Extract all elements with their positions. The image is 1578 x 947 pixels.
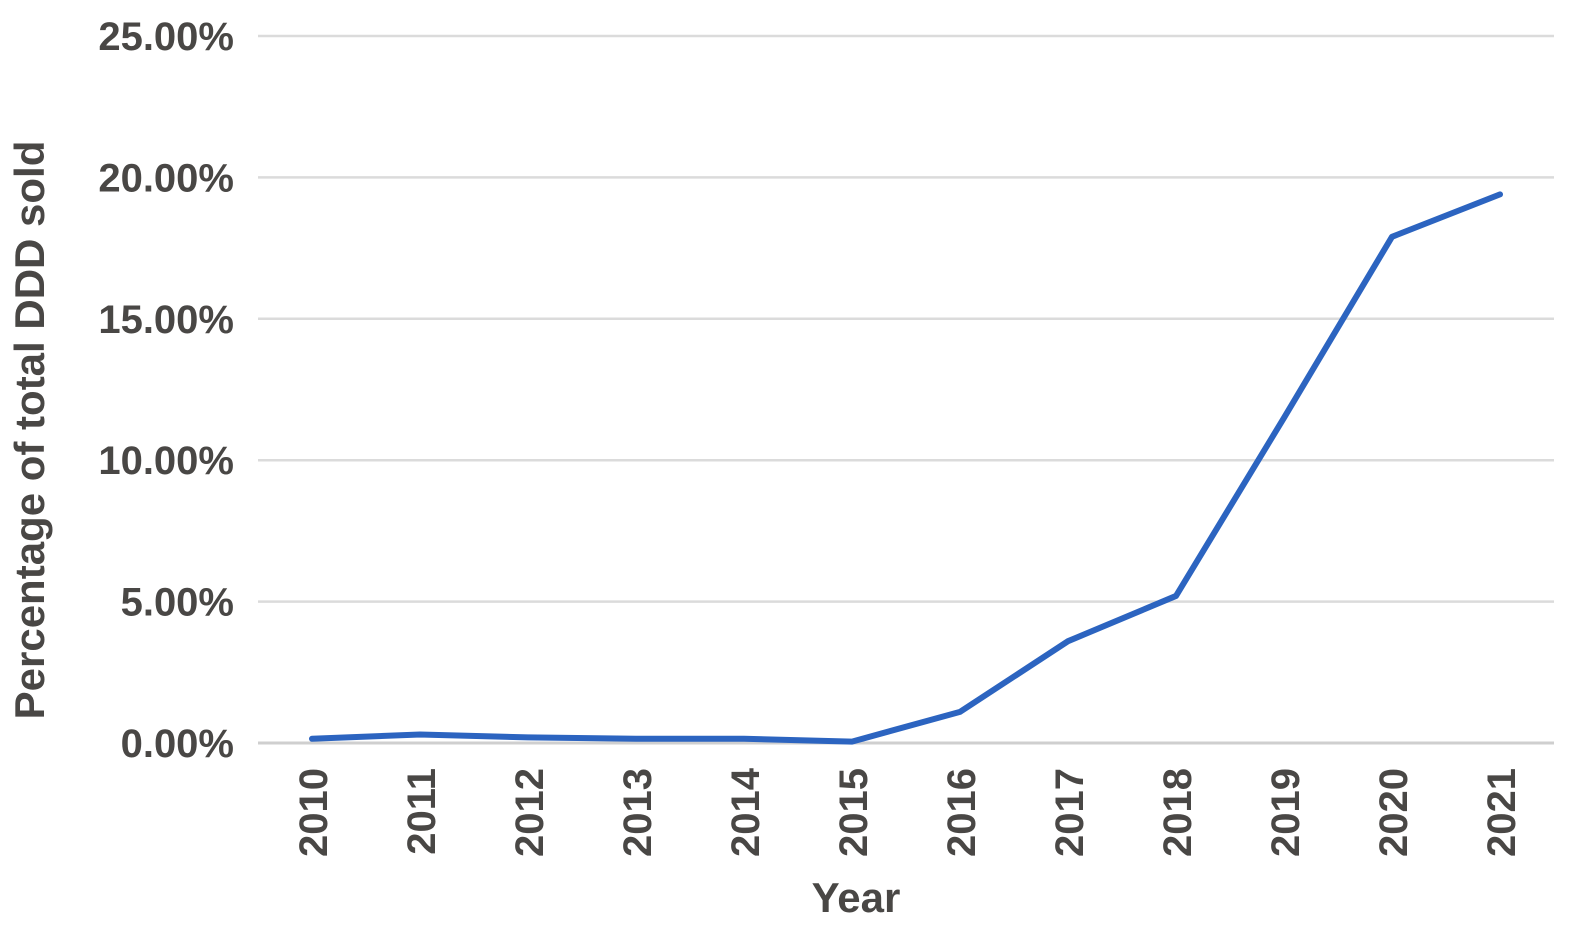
x-tick-label: 2015 <box>832 768 876 857</box>
x-tick-label: 2021 <box>1480 768 1524 857</box>
x-tick-label: 2011 <box>400 768 444 855</box>
x-tick-label: 2020 <box>1372 768 1416 857</box>
y-axis-tick-labels: 0.00% 5.00% 10.00% 15.00% 20.00% 25.00% <box>98 15 234 766</box>
x-tick-label: 2012 <box>508 768 552 857</box>
y-axis-title: Percentage of total DDD sold <box>6 141 53 720</box>
y-tick-label: 5.00% <box>121 581 234 625</box>
series-line <box>309 191 1503 745</box>
x-tick-label: 2014 <box>724 767 768 857</box>
gridlines <box>258 34 1554 603</box>
y-tick-label: 10.00% <box>98 439 234 483</box>
y-tick-label: 20.00% <box>98 156 234 200</box>
x-tick-label: 2010 <box>292 768 336 857</box>
x-tick-label: 2017 <box>1048 768 1092 857</box>
x-tick-label: 2013 <box>616 768 660 857</box>
y-tick-label: 25.00% <box>98 15 234 59</box>
y-tick-label: 15.00% <box>98 298 234 342</box>
data-series <box>309 191 1503 745</box>
y-tick-label: 0.00% <box>121 722 234 766</box>
x-tick-label: 2019 <box>1264 768 1308 857</box>
x-axis-tick-labels: 2010 2011 2012 2013 2014 2015 2016 2017 2018 2019… <box>292 767 1524 857</box>
x-tick-label: 2016 <box>940 768 984 857</box>
x-tick-label: 2018 <box>1156 768 1200 857</box>
x-axis-title: Year <box>812 874 901 921</box>
